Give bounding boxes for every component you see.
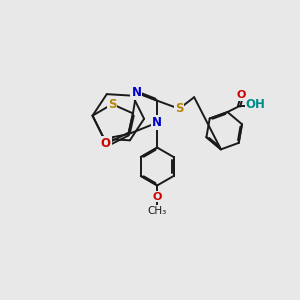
Text: S: S xyxy=(108,98,116,111)
Text: N: N xyxy=(131,86,141,99)
Text: O: O xyxy=(101,137,111,150)
Text: OH: OH xyxy=(245,98,265,111)
Text: S: S xyxy=(175,102,183,115)
Text: CH₃: CH₃ xyxy=(148,206,167,216)
Text: N: N xyxy=(152,116,162,129)
Text: O: O xyxy=(152,191,162,202)
Text: O: O xyxy=(237,90,246,100)
